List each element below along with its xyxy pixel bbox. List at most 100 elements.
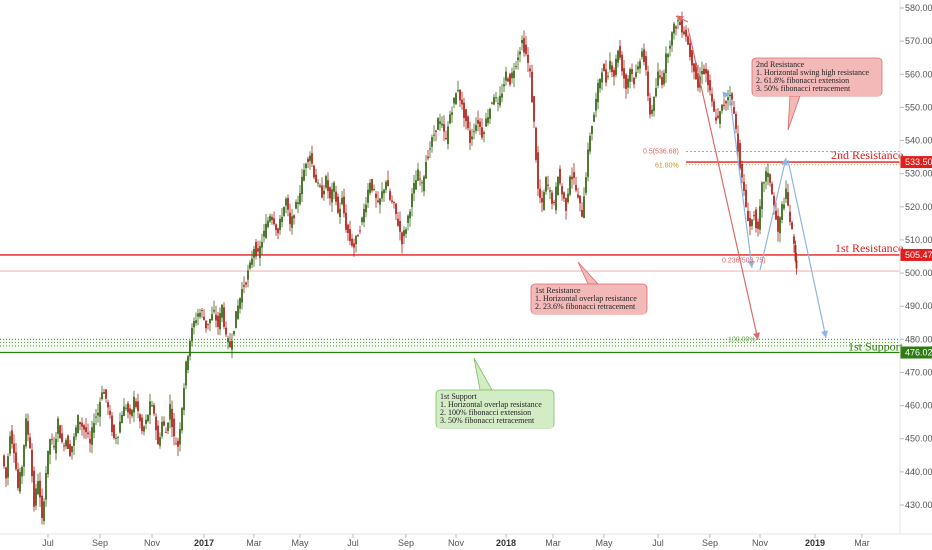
- candle-body: [501, 93, 503, 98]
- candle-body: [53, 445, 55, 448]
- candle-body: [195, 320, 197, 324]
- candle-body: [541, 197, 543, 203]
- candle-body: [221, 304, 223, 318]
- candle-body: [709, 80, 711, 91]
- candle-body: [135, 401, 137, 408]
- candle-body: [15, 452, 17, 470]
- candle-body: [33, 470, 35, 507]
- candle-body: [199, 312, 201, 317]
- candle-body: [795, 260, 798, 269]
- candle-body: [55, 438, 57, 454]
- note-line: 3. 50% fibonacci retracement: [440, 416, 535, 425]
- candle-body: [41, 495, 43, 518]
- note-line: 2. 61.8% fibonacci extension: [756, 76, 849, 85]
- x-tick-label: 2019: [805, 538, 825, 548]
- candle-body: [505, 71, 507, 81]
- candle-body: [635, 72, 637, 77]
- candle-body: [575, 184, 577, 191]
- candle-body: [275, 224, 277, 231]
- candle-body: [701, 70, 703, 75]
- candle-body: [269, 215, 271, 222]
- fib-label: 61.80%: [655, 163, 679, 170]
- note-line: 1st Support: [440, 392, 477, 401]
- candle-body: [225, 327, 227, 335]
- candle-body: [289, 212, 291, 225]
- x-tick-label: Nov: [144, 538, 161, 548]
- label-1st-support: 1st Support: [848, 340, 904, 354]
- candle-body: [743, 181, 745, 191]
- candle-body: [565, 198, 567, 211]
- y-tick-label: 510.00: [905, 235, 932, 245]
- candle-body: [241, 288, 243, 303]
- candle-body: [643, 49, 645, 63]
- candle-body: [45, 472, 47, 500]
- candle-body: [555, 186, 557, 211]
- candle-body: [29, 437, 31, 449]
- candle-body: [117, 436, 119, 438]
- candle-body: [435, 130, 437, 132]
- candle-body: [139, 414, 141, 422]
- candle-body: [677, 20, 679, 22]
- candle-body: [365, 204, 367, 213]
- candle-body: [155, 416, 157, 431]
- candle-body: [43, 501, 45, 522]
- candle-body: [191, 327, 193, 342]
- candle-body: [589, 135, 591, 152]
- candle-body: [745, 189, 747, 207]
- candle-body: [285, 198, 287, 206]
- candle-body: [665, 53, 667, 74]
- candle-body: [645, 56, 647, 70]
- candle-body: [449, 114, 451, 124]
- candle-body: [537, 152, 539, 189]
- candle-body: [167, 422, 169, 431]
- candle-body: [691, 50, 693, 66]
- time-axis[interactable]: Jul Sep Nov 2017 Mar May Jul Sep Nov 2018 Mar May Ju…: [42, 534, 870, 548]
- candle-body: [687, 36, 689, 45]
- candle-body: [703, 68, 705, 75]
- candle-body: [707, 70, 709, 86]
- candle-body: [579, 195, 581, 204]
- candle-body: [319, 185, 321, 187]
- candle-body: [395, 203, 397, 215]
- x-tick-label: Jul: [42, 538, 54, 548]
- candle-body: [585, 177, 587, 193]
- candle-body: [487, 117, 489, 123]
- candle-body: [179, 429, 181, 445]
- candle-body: [263, 230, 265, 237]
- candle-body: [229, 341, 231, 347]
- candle-body: [429, 148, 431, 150]
- candle-body: [597, 82, 599, 103]
- candle-body: [747, 210, 749, 221]
- price-tag-1st-support: 476.02: [905, 348, 932, 358]
- candle-body: [21, 466, 23, 477]
- note-line: 2nd Resistance: [756, 60, 805, 69]
- note-line: 1st Resistance: [535, 286, 581, 295]
- candle-body: [419, 178, 421, 180]
- candle-body: [761, 182, 763, 210]
- candle-body: [347, 224, 349, 233]
- candle-body: [251, 258, 253, 265]
- candle-body: [463, 102, 465, 118]
- candle-body: [573, 172, 575, 178]
- candle-body: [779, 217, 781, 234]
- candle-body: [653, 97, 655, 111]
- arrow-blue-up-2: [759, 157, 787, 271]
- candle-body: [93, 423, 95, 433]
- candle-body: [89, 438, 91, 444]
- note-line: 1. Horizontal overlap resistance: [535, 294, 637, 303]
- candle-body: [425, 162, 427, 179]
- arrows-layer: [675, 15, 828, 341]
- candle-body: [245, 282, 247, 285]
- candle-body: [187, 356, 189, 370]
- candle-body: [111, 415, 113, 432]
- candle-body: [661, 77, 663, 85]
- candle-body: [561, 186, 563, 195]
- candle-body: [13, 443, 15, 454]
- candle-body: [723, 104, 725, 106]
- candle-body: [413, 183, 415, 194]
- candle-body: [553, 201, 555, 203]
- candle-body: [383, 189, 385, 194]
- price-axis[interactable]: 430.00 440.00 450.00 460.00 470.00 480.00 490.…: [900, 3, 932, 510]
